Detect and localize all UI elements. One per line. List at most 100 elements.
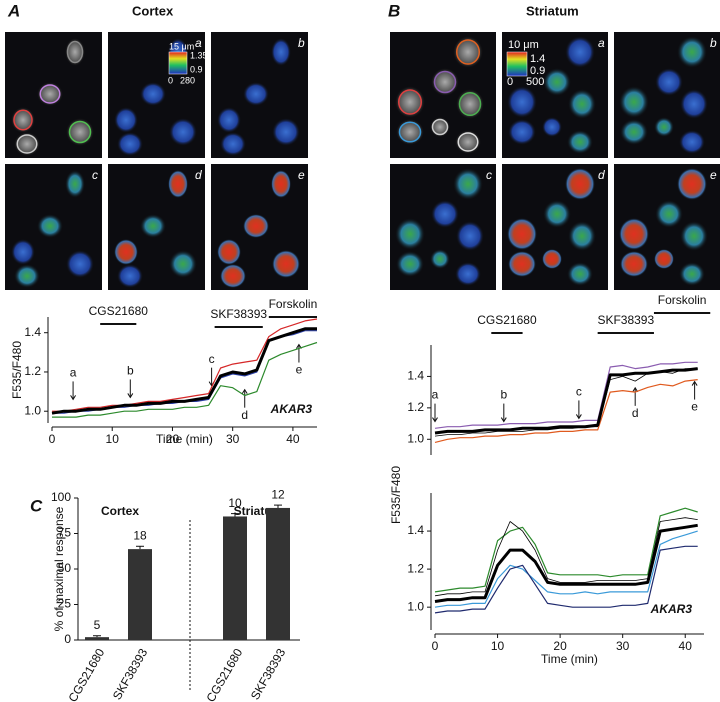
annotation-label: c — [576, 385, 582, 399]
x-tick-label: 20 — [166, 432, 180, 446]
roi-outline — [39, 84, 61, 104]
cell — [217, 107, 241, 133]
y-tick-label: 1.2 — [407, 561, 424, 575]
color-scale — [506, 51, 528, 77]
cell — [169, 118, 197, 146]
annotation-label: e — [296, 363, 303, 377]
y-tick-label: 1.4 — [407, 369, 424, 383]
arrow-head — [127, 393, 134, 399]
y-tick-label: 1.0 — [407, 599, 424, 613]
scale-ratio-min: 0.9 — [530, 65, 545, 77]
cell — [430, 249, 450, 269]
cell — [117, 132, 143, 156]
arrow-head — [296, 343, 302, 349]
image-label: b — [710, 36, 717, 50]
annotation-label: e — [691, 400, 698, 414]
x-tick-label: SKF38393 — [110, 646, 151, 702]
treatment-label: CGS21680 — [477, 313, 537, 327]
roi-outline — [16, 134, 38, 154]
trace — [434, 523, 698, 603]
treatment-label: CGS21680 — [89, 304, 149, 318]
y-axis-label: % of maximal response — [52, 506, 66, 631]
annotation-label: a — [70, 366, 77, 380]
n-label: 12 — [271, 487, 285, 501]
image-label: a — [195, 36, 202, 50]
image-label: c — [92, 168, 98, 182]
annotation-label: d — [241, 408, 248, 422]
image-label: c — [486, 168, 492, 182]
scale-intensity-min: 0 — [507, 76, 513, 88]
cell — [679, 262, 705, 286]
y-tick-label: 1.0 — [24, 403, 41, 417]
roi-outline — [68, 120, 92, 144]
cell — [677, 168, 707, 200]
arrow-head — [632, 386, 639, 393]
cell — [507, 86, 537, 118]
cell — [567, 130, 593, 154]
treatment-label: Forskolin — [269, 297, 318, 311]
roi-outline — [456, 39, 480, 65]
x-tick-label: 0 — [49, 432, 56, 446]
trace — [434, 545, 698, 614]
bar — [223, 516, 247, 640]
panel-letter: C — [30, 496, 43, 515]
scale-length: 15 μm — [169, 41, 194, 51]
annotation-label: b — [500, 388, 507, 402]
scale-ratio-max: 1.35 — [190, 50, 208, 60]
bar — [85, 637, 109, 640]
y-tick-label: 1.2 — [407, 400, 424, 414]
cell — [508, 251, 536, 277]
cell — [453, 168, 483, 200]
cell — [271, 38, 291, 66]
arrow-head — [500, 417, 507, 423]
x-tick-label: 10 — [106, 432, 120, 446]
cell — [568, 89, 596, 119]
roi-outline — [458, 92, 482, 116]
cell — [619, 86, 649, 118]
cell — [568, 221, 596, 251]
cell — [543, 68, 571, 96]
cell — [655, 200, 683, 228]
cell — [220, 132, 246, 156]
y-tick-label: 0 — [64, 632, 71, 646]
x-axis-label: Time (min) — [156, 432, 213, 446]
cell — [542, 117, 562, 137]
cell — [543, 200, 571, 228]
cell — [271, 170, 291, 198]
cell — [654, 117, 674, 137]
annotation-label: d — [632, 406, 639, 420]
trace — [434, 517, 698, 597]
cell — [655, 68, 683, 96]
cell — [680, 89, 708, 119]
image-label: b — [298, 36, 305, 50]
panel-title: Striatum — [526, 3, 579, 18]
image-label: d — [195, 168, 202, 182]
y-tick-label: 100 — [51, 490, 71, 504]
y-tick-label: 1.0 — [407, 431, 424, 445]
cell — [168, 170, 188, 198]
cell — [620, 119, 648, 145]
bar — [266, 507, 290, 640]
roi-outline — [457, 132, 479, 152]
group-label: Cortex — [101, 504, 139, 518]
cell — [140, 214, 166, 238]
treatment-label: Forskolin — [658, 293, 707, 307]
n-label: 10 — [228, 496, 242, 510]
panel-title: Cortex — [132, 3, 174, 18]
cell — [654, 249, 674, 269]
image-label: e — [298, 168, 305, 182]
cell — [243, 214, 269, 238]
x-tick-label: 0 — [432, 639, 439, 653]
cell — [456, 221, 484, 251]
cell — [272, 250, 300, 278]
annotation-label: a — [432, 388, 439, 402]
cell — [677, 36, 707, 68]
cell — [542, 249, 562, 269]
cell — [117, 264, 143, 288]
cell — [620, 251, 648, 277]
cell — [272, 118, 300, 146]
scale-length: 10 μm — [508, 39, 539, 51]
construct-label: AKAR3 — [270, 402, 313, 416]
x-tick-label: 30 — [616, 639, 630, 653]
